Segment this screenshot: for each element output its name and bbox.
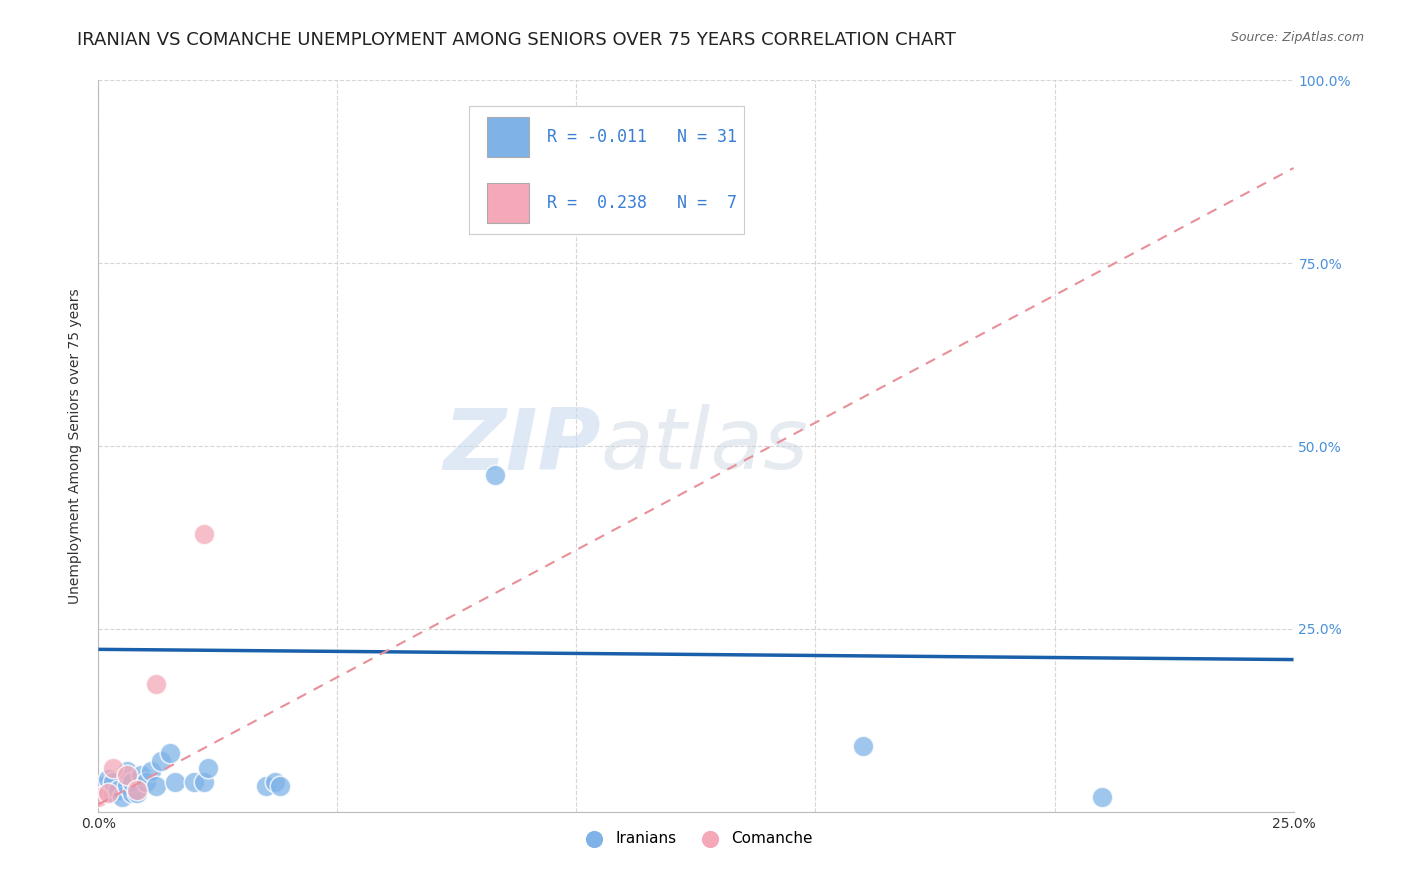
Point xyxy=(97,782,120,797)
Point xyxy=(87,790,110,805)
FancyBboxPatch shape xyxy=(486,117,529,157)
Point xyxy=(115,768,138,782)
Point xyxy=(97,787,120,801)
Point xyxy=(197,761,219,775)
Point xyxy=(149,754,172,768)
Legend: Iranians, Comanche: Iranians, Comanche xyxy=(572,824,820,852)
Point xyxy=(1091,790,1114,805)
Text: ZIP: ZIP xyxy=(443,404,600,488)
Point xyxy=(159,746,181,760)
Point xyxy=(121,775,143,789)
Point xyxy=(479,161,502,175)
Y-axis label: Unemployment Among Seniors over 75 years: Unemployment Among Seniors over 75 years xyxy=(69,288,83,604)
Point xyxy=(115,779,138,793)
Point xyxy=(852,739,875,753)
Point xyxy=(125,787,148,801)
Point xyxy=(107,782,129,797)
Point xyxy=(139,764,162,779)
Point xyxy=(264,775,287,789)
Point xyxy=(183,775,205,789)
Point xyxy=(131,768,153,782)
Point xyxy=(135,775,157,789)
Point xyxy=(254,779,277,793)
Text: Source: ZipAtlas.com: Source: ZipAtlas.com xyxy=(1230,31,1364,45)
Point xyxy=(193,775,215,789)
Point xyxy=(91,779,114,793)
Point xyxy=(101,787,124,801)
Point xyxy=(269,779,291,793)
Point xyxy=(163,775,186,789)
Text: R = -0.011   N = 31: R = -0.011 N = 31 xyxy=(547,128,737,146)
Point xyxy=(508,169,530,183)
FancyBboxPatch shape xyxy=(486,183,529,223)
Text: IRANIAN VS COMANCHE UNEMPLOYMENT AMONG SENIORS OVER 75 YEARS CORRELATION CHART: IRANIAN VS COMANCHE UNEMPLOYMENT AMONG S… xyxy=(77,31,956,49)
Text: atlas: atlas xyxy=(600,404,808,488)
Text: R =  0.238   N =  7: R = 0.238 N = 7 xyxy=(547,194,737,211)
Point xyxy=(115,764,138,779)
Point xyxy=(125,782,148,797)
Point xyxy=(494,161,516,175)
Point xyxy=(101,761,124,775)
Point xyxy=(121,787,143,801)
Point xyxy=(111,790,134,805)
Point xyxy=(145,779,167,793)
Point xyxy=(193,526,215,541)
Point xyxy=(145,676,167,690)
Point xyxy=(97,772,120,786)
Point xyxy=(484,468,506,483)
FancyBboxPatch shape xyxy=(470,106,744,234)
Point xyxy=(101,775,124,789)
